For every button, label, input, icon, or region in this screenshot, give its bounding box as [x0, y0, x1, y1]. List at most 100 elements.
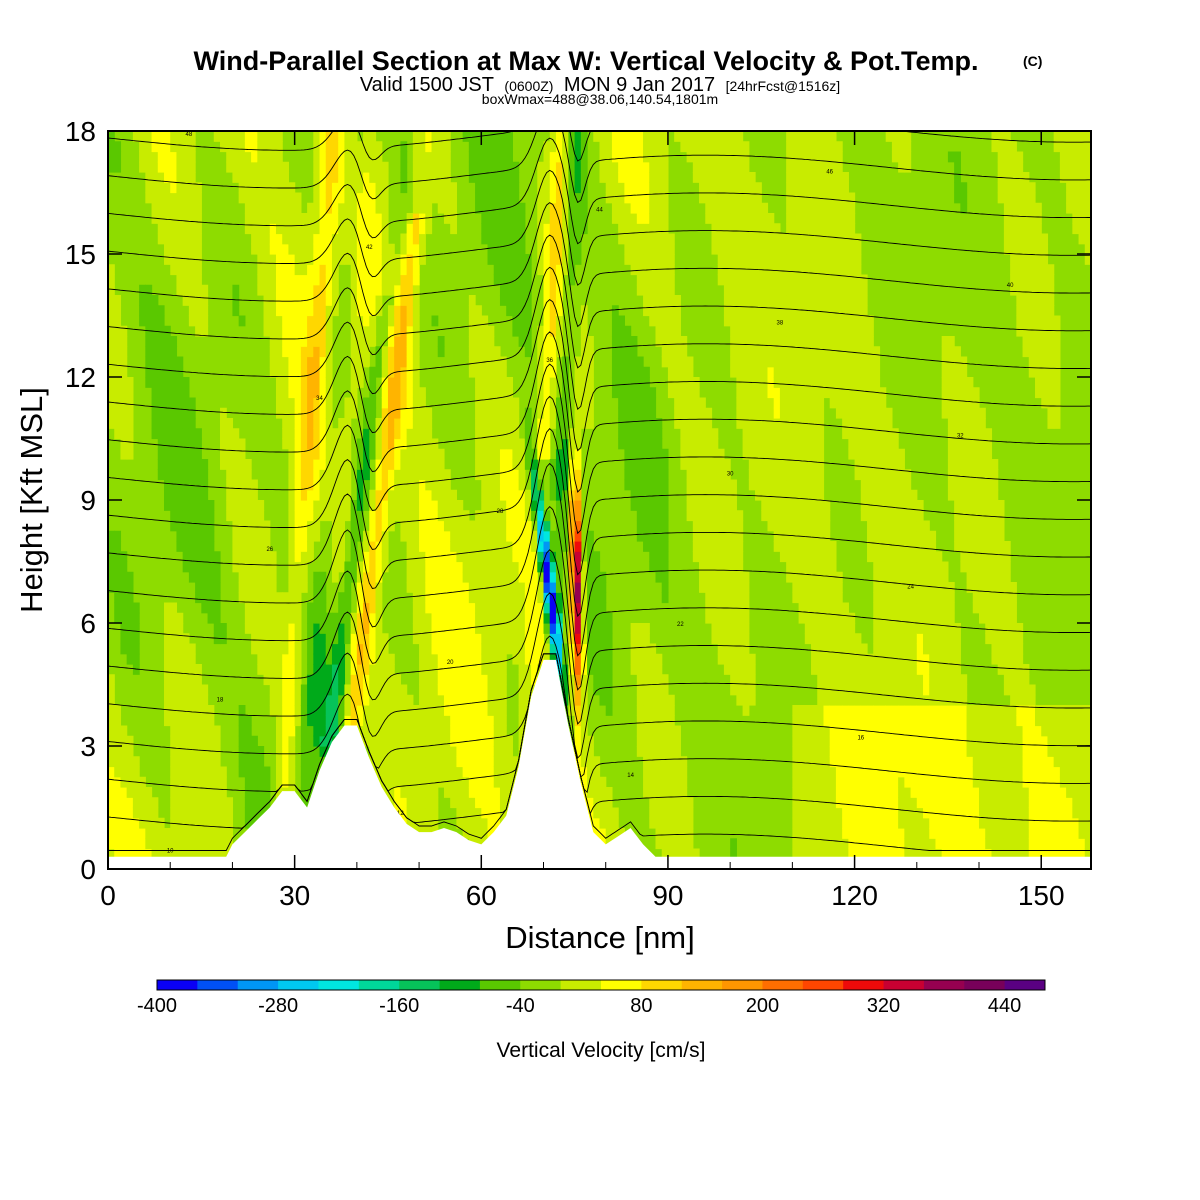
field-cell-227: [151, 377, 159, 388]
field-cell-3542: [568, 633, 576, 645]
field-cell-4750: [767, 397, 775, 409]
field-cell-3680: [580, 325, 588, 337]
field-cell-413: [176, 500, 184, 511]
field-cell-3315: [543, 571, 551, 583]
field-cell-4781: [773, 418, 781, 429]
field-cell-3044: [506, 387, 513, 399]
field-cell-3450: [555, 325, 563, 337]
field-cell-687: [213, 787, 221, 798]
field-cell-3969: [636, 172, 644, 183]
field-cell-982: [269, 582, 277, 593]
field-cell-4909: [792, 428, 800, 440]
field-cell-1672: [344, 151, 352, 163]
field-cell-1001: [269, 213, 277, 224]
field-cell-2207: [406, 346, 414, 358]
field-cell-2891: [493, 674, 501, 686]
field-cell-3200: [524, 592, 532, 604]
field-cell-1414: [313, 161, 321, 173]
field-cell-3485: [562, 684, 569, 696]
field-cell-1575: [331, 305, 339, 317]
field-cell-4466: [723, 582, 731, 593]
field-cell-2811: [487, 817, 495, 829]
field-cell-2951: [499, 735, 507, 747]
field-cell-1673: [344, 141, 352, 153]
field-cell-3539: [568, 664, 576, 675]
field-cell-3332: [543, 346, 551, 358]
field-cell-1726: [350, 172, 358, 183]
field-cell-1283: [300, 274, 308, 286]
field-cell-4929: [792, 223, 800, 235]
field-cell-2386: [425, 459, 433, 470]
field-cell-2215: [406, 264, 414, 276]
subtitle-forecast: [24hrFcst@1516z]: [726, 78, 841, 94]
field-cell-3293: [537, 264, 545, 276]
field-cell-3248: [531, 541, 538, 552]
field-cell-408: [176, 612, 184, 624]
field-cell-2304: [419, 684, 426, 696]
field-cell-2310: [419, 623, 426, 634]
field-cell-1566: [331, 510, 339, 522]
field-cell-2723: [475, 407, 482, 419]
field-cell-2776: [481, 510, 489, 522]
field-cell-2302: [419, 705, 426, 716]
field-cell-2325: [419, 469, 426, 481]
field-cell-3601: [574, 623, 582, 634]
field-cell-4925: [792, 264, 800, 276]
field-cell-301: [163, 428, 171, 440]
field-cell-264: [157, 325, 165, 337]
field-cell-4737: [761, 202, 769, 214]
field-cell-4900: [792, 520, 800, 532]
field-cell-474: [182, 489, 190, 501]
field-cell-696: [213, 612, 221, 624]
field-cell-4034: [649, 746, 657, 757]
field-cell-78: [114, 346, 122, 358]
field-cell-2759: [481, 684, 489, 696]
field-cell-317: [163, 202, 171, 214]
field-cell-3427: [555, 602, 563, 614]
field-cell-330: [170, 807, 178, 819]
field-cell-3189: [524, 705, 532, 716]
field-cell-2580: [456, 735, 464, 747]
field-cell-2439: [431, 479, 439, 491]
field-cell-1628: [338, 202, 346, 214]
field-cell-4861: [786, 284, 793, 296]
field-cell-1132: [288, 643, 296, 655]
field-cell-4960: [798, 561, 806, 573]
field-cell-3607: [574, 561, 582, 573]
field-cell-2532: [443, 161, 451, 173]
field-cell-1656: [344, 448, 352, 460]
field-cell-2718: [475, 459, 482, 470]
field-cell-1887: [369, 295, 377, 306]
field-cell-1583: [331, 223, 339, 235]
field-cell-850: [251, 735, 258, 747]
field-cell-2678: [468, 161, 476, 173]
field-cell-1326: [307, 448, 314, 460]
field-cell-801: [244, 807, 252, 819]
field-cell-4801: [779, 551, 787, 563]
field-cell-1505: [325, 479, 333, 491]
field-cell-3733: [593, 817, 601, 829]
field-cell-1057: [275, 202, 283, 214]
field-cell-1331: [307, 397, 314, 409]
field-cell-4635: [742, 182, 750, 194]
field-cell-3931: [636, 705, 644, 716]
field-cell-2414: [431, 735, 439, 747]
field-cell-1267: [300, 438, 308, 450]
field-cell-3953: [636, 397, 644, 409]
field-cell-1152: [288, 438, 296, 450]
field-cell-4688: [755, 366, 762, 378]
field-cell-4140: [661, 838, 669, 850]
field-cell-1885: [369, 315, 377, 327]
field-cell-2567: [450, 223, 457, 235]
field-cell-682: [213, 838, 221, 850]
field-cell-2504: [443, 694, 451, 706]
field-cell-1725: [350, 182, 358, 194]
field-cell-1492: [325, 705, 333, 716]
field-cell-358: [170, 448, 178, 460]
field-cell-1869: [369, 530, 377, 542]
field-cell-1754: [356, 561, 364, 573]
field-cell-2975: [499, 489, 507, 501]
field-cell-2576: [456, 776, 464, 788]
field-cell-2003: [381, 387, 389, 399]
field-cell-4918: [792, 336, 800, 347]
